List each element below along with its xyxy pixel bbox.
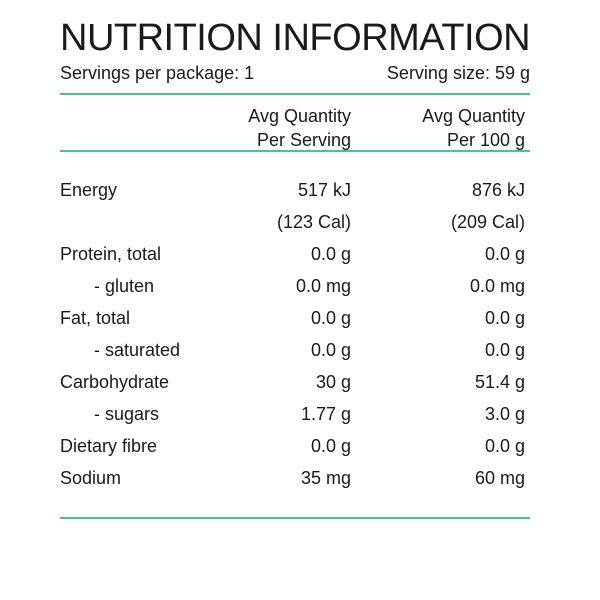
per-serving-value: 0.0 g <box>310 340 351 360</box>
nutrient-label: Carbohydrate <box>60 372 170 392</box>
header-divider <box>60 150 530 152</box>
per-serving-value: 0.0 g <box>310 436 351 456</box>
nutrient-label: - sugars <box>94 404 160 424</box>
header-per-100g-line2: Per 100 g <box>446 130 525 150</box>
nutrient-label: Sodium <box>60 468 122 488</box>
per-serving-value: 517 kJ <box>297 180 351 200</box>
bottom-divider <box>60 517 530 519</box>
nutrient-label: Dietary fibre <box>60 436 158 456</box>
header-per-serving-line1: Avg Quantity <box>248 106 351 126</box>
header-per-100g: Avg Quantity Per 100 g <box>422 104 525 152</box>
top-divider <box>60 93 530 95</box>
per-serving-value: 0.0 g <box>310 308 351 328</box>
servings-per-package: Servings per package: 1 <box>60 63 255 83</box>
serving-size: Serving size: 59 g <box>386 63 530 83</box>
header-per-100g-line1: Avg Quantity <box>422 106 525 126</box>
per-serving-value: 0.0 g <box>310 244 351 264</box>
nutrient-row: Fat, total 0.0 g 0.0 g <box>60 302 530 334</box>
per-100g-value: (209 Cal) <box>450 212 525 232</box>
per-100g-value: 60 mg <box>474 468 525 488</box>
header-per-serving: Avg Quantity Per Serving <box>248 104 351 152</box>
per-serving-value: 35 mg <box>300 468 351 488</box>
per-100g-value: 0.0 mg <box>469 276 525 296</box>
header-per-serving-line2: Per Serving <box>256 130 351 150</box>
per-100g-value: 0.0 g <box>484 436 525 456</box>
per-serving-value: 0.0 mg <box>295 276 351 296</box>
nutrient-subrow: - gluten 0.0 mg 0.0 mg <box>60 270 530 302</box>
servings-row: Servings per package: 1 Serving size: 59… <box>60 62 530 84</box>
panel-title: NUTRITION INFORMATION <box>60 17 531 59</box>
nutrient-label: - saturated <box>94 340 181 360</box>
nutrient-label: Protein, total <box>60 244 162 264</box>
nutrient-rows: Energy 517 kJ 876 kJ (123 Cal) (209 Cal)… <box>60 174 530 494</box>
nutrient-row: Protein, total 0.0 g 0.0 g <box>60 238 530 270</box>
nutrient-label: - gluten <box>94 276 155 296</box>
nutrient-row: Sodium 35 mg 60 mg <box>60 462 530 494</box>
nutrient-label: Fat, total <box>60 308 131 328</box>
per-100g-value: 0.0 g <box>484 244 525 264</box>
per-100g-value: 0.0 g <box>484 308 525 328</box>
nutrient-subrow: - sugars 1.77 g 3.0 g <box>60 398 530 430</box>
per-serving-value: 30 g <box>315 372 351 392</box>
nutrient-subrow: - saturated 0.0 g 0.0 g <box>60 334 530 366</box>
nutrient-row: Carbohydrate 30 g 51.4 g <box>60 366 530 398</box>
per-serving-value: 1.77 g <box>300 404 351 424</box>
per-serving-value: (123 Cal) <box>276 212 351 232</box>
per-100g-value: 3.0 g <box>484 404 525 424</box>
per-100g-value: 0.0 g <box>484 340 525 360</box>
nutrient-row: Energy 517 kJ 876 kJ <box>60 174 530 206</box>
per-100g-value: 51.4 g <box>474 372 525 392</box>
nutrient-row: (123 Cal) (209 Cal) <box>60 206 530 238</box>
nutrition-panel: NUTRITION INFORMATION Servings per packa… <box>60 16 531 494</box>
column-header: Avg Quantity Per Serving Avg Quantity Pe… <box>60 95 530 150</box>
nutrient-label: Energy <box>60 180 118 200</box>
per-100g-value: 876 kJ <box>471 180 525 200</box>
nutrient-row: Dietary fibre 0.0 g 0.0 g <box>60 430 530 462</box>
